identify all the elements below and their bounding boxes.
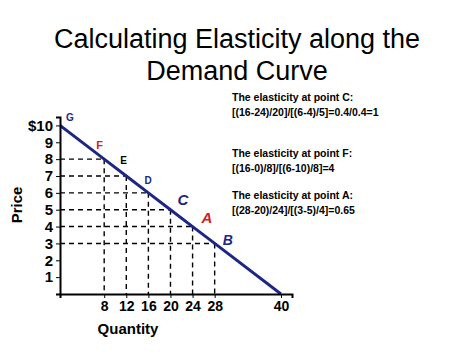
y-tick-label: $10: [28, 117, 53, 134]
point-label: A: [201, 209, 213, 226]
y-tick-label: 1: [45, 268, 53, 285]
drop-line-horizontal: [60, 192, 148, 193]
y-tick-mark: [56, 176, 60, 177]
point-label: E: [120, 155, 127, 166]
y-tick: 4: [45, 218, 60, 235]
x-tick-label: 20: [163, 298, 179, 314]
title: Calculating Elasticity along the: [54, 24, 420, 54]
y-tick-mark: [56, 277, 60, 278]
y-tick-label: 3: [45, 235, 53, 252]
y-tick-label: 4: [45, 218, 54, 235]
annotation: [(28-20)/24]/[(3-5)/4]=0.65: [232, 204, 355, 216]
point-label: F: [96, 139, 103, 151]
y-tick-mark: [56, 227, 60, 228]
y-tick: 5: [45, 201, 60, 218]
y-tick-label: 9: [45, 134, 53, 151]
drop-line-vertical: [170, 210, 171, 294]
x-tick-label: 12: [119, 298, 135, 314]
chart: Calculating Elasticity along theDemand C…: [0, 0, 474, 355]
x-tick-label: 24: [185, 298, 201, 314]
y-tick-mark: [56, 142, 60, 143]
x-tick: 12: [119, 294, 135, 314]
point-label: D: [144, 175, 151, 186]
annotation: [(16-0)/8]/[(6-10)/8]=4: [232, 162, 335, 174]
x-tick: 20: [163, 294, 179, 314]
drop-line-horizontal: [60, 158, 104, 159]
x-tick-label: 28: [207, 298, 223, 314]
y-tick-mark: [56, 243, 60, 244]
drop-line-vertical: [103, 159, 104, 294]
y-tick-label: 5: [45, 201, 53, 218]
y-tick: 7: [45, 167, 60, 184]
drop-line-vertical: [214, 243, 215, 294]
y-tick-label: 7: [45, 167, 53, 184]
drop-line-vertical: [148, 193, 149, 294]
y-axis-title: Price: [8, 187, 25, 224]
title: Demand Curve: [146, 56, 328, 86]
annotation: [(16-24)/20]/[(6-4)/5]=0.4/0.4=1: [232, 106, 379, 118]
y-tick-mark: [56, 125, 60, 126]
x-tick: 28: [207, 294, 223, 314]
y-tick-mark: [56, 193, 60, 194]
y-tick: 6: [45, 184, 60, 201]
x-axis-title: Quantity: [98, 320, 159, 337]
x-tick: 8: [101, 294, 109, 314]
y-tick-label: 2: [45, 252, 53, 269]
point-label: G: [66, 112, 74, 123]
y-tick-mark: [56, 210, 60, 211]
annotation: The elasticity at point C:: [232, 91, 353, 103]
annotation: The elasticity at point A:: [232, 189, 353, 201]
y-axis: 123456789$10: [28, 117, 61, 295]
x-tick-label: 16: [141, 298, 157, 314]
x-tick: 40: [274, 294, 290, 314]
y-tick: 9: [45, 134, 60, 151]
point-label: C: [177, 191, 189, 208]
y-tick: 1: [45, 268, 60, 285]
drop-line-vertical: [192, 227, 193, 294]
x-tick: 16: [141, 294, 157, 314]
x-axis: 8 12 16 20 24 28 40: [61, 294, 293, 314]
point-label: B: [223, 232, 233, 248]
y-tick: 3: [45, 235, 60, 252]
background: [0, 0, 474, 355]
y-tick-mark: [56, 159, 60, 160]
y-tick: $10: [28, 117, 60, 134]
x-tick-label: 8: [101, 298, 109, 314]
drop-line-vertical: [126, 176, 127, 294]
y-tick-label: 8: [45, 150, 53, 167]
drop-line-horizontal: [60, 226, 193, 227]
x-tick-label: 40: [274, 298, 290, 314]
x-tick: 24: [185, 294, 201, 314]
drop-line-horizontal: [60, 175, 126, 176]
drop-line-horizontal: [60, 209, 170, 210]
annotation: The elasticity at point F:: [232, 147, 352, 159]
y-tick: 2: [45, 252, 60, 269]
y-tick-mark: [56, 260, 60, 261]
y-tick: 8: [45, 150, 60, 167]
y-tick-label: 6: [45, 184, 53, 201]
drop-line-horizontal: [60, 243, 215, 244]
y-axis-line: [56, 118, 61, 295]
